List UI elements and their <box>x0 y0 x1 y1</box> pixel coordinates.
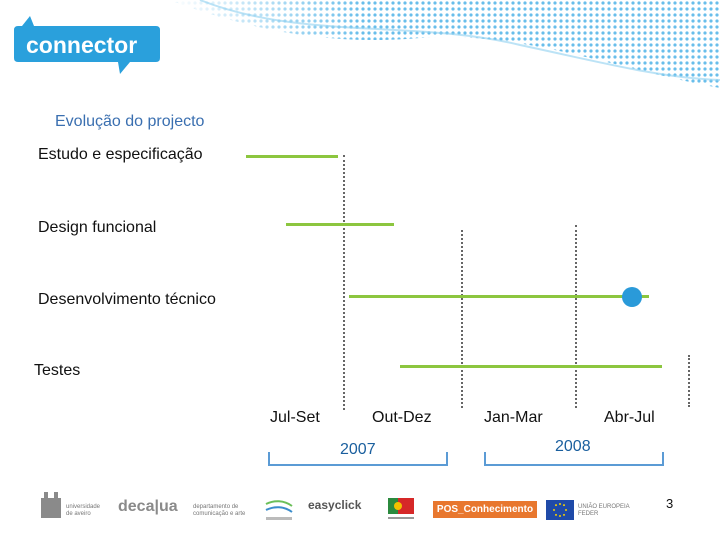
task-label-estudo: Estudo e especificação <box>38 146 203 163</box>
period-label: Abr-Jul <box>604 409 655 426</box>
current-progress-marker <box>622 287 642 307</box>
period-divider <box>343 155 345 410</box>
period-label: Jan-Mar <box>484 409 543 426</box>
header-wave-decoration <box>170 0 720 88</box>
period-label: Out-Dez <box>372 409 432 426</box>
year-label-2008: 2008 <box>555 438 591 455</box>
period-divider <box>688 355 690 407</box>
eu-text: UNIÃO EUROPEIA FEDER <box>578 504 630 517</box>
gantt-bar-estudo <box>246 155 338 158</box>
gantt-bar-testes <box>400 365 662 368</box>
period-label: Jul-Set <box>270 409 320 426</box>
task-label-testes: Testes <box>34 362 81 379</box>
page-number: 3 <box>666 496 674 511</box>
year-label-2007: 2007 <box>340 441 376 458</box>
year-bracket-2007 <box>268 452 448 466</box>
year-bracket-2008 <box>484 452 664 466</box>
pos-conhecimento-logo: POS_Conhecimento <box>433 501 537 518</box>
section-title: Evolução do projecto <box>55 113 205 130</box>
easyclick-wordmark: easyclick <box>308 498 362 512</box>
portugal-flag-icon <box>388 498 414 519</box>
gantt-bar-design <box>286 223 394 226</box>
deca-text: departamento de comunicação e arte <box>193 504 246 517</box>
period-divider <box>461 230 463 408</box>
task-label-design: Design funcional <box>38 219 157 236</box>
universidade-aveiro-icon <box>41 492 61 518</box>
task-label-desenvolvimento: Desenvolvimento técnico <box>38 291 216 308</box>
connector-logo: connector <box>14 16 160 74</box>
deca-wordmark: deca|ua <box>118 498 178 515</box>
period-divider <box>575 225 577 408</box>
ua-text: universidade de aveiro <box>66 504 101 517</box>
footer-logos: universidade de aveiro deca|ua departamen… <box>0 488 720 528</box>
eu-flag-icon <box>546 500 574 520</box>
swoosh-logo-icon <box>265 500 293 520</box>
logo-text: connector <box>26 32 137 58</box>
gantt-bar-desenvolvimento <box>349 295 649 298</box>
